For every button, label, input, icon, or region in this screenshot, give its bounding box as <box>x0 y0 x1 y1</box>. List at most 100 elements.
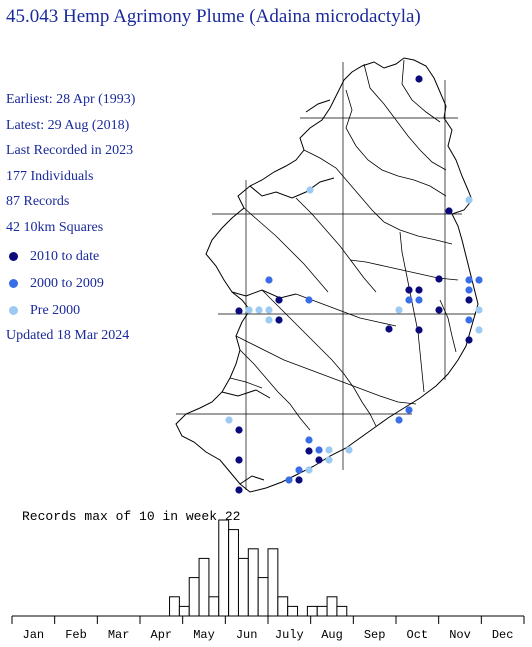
legend-label-pre2000: Pre 2000 <box>30 302 81 318</box>
month-label: Oct <box>407 628 429 642</box>
record-dot <box>415 296 423 304</box>
month-label: July <box>275 628 304 642</box>
histogram-bar <box>277 596 289 617</box>
record-dot <box>235 456 243 464</box>
legend-item-2000: 2000 to 2009 <box>6 270 135 297</box>
histogram-bar <box>208 596 220 617</box>
record-dot <box>415 75 423 83</box>
record-dot <box>295 476 303 484</box>
record-dot <box>305 447 313 455</box>
histogram-bars <box>169 519 348 617</box>
record-dot <box>265 316 273 324</box>
record-dot <box>405 406 413 414</box>
histogram-bar <box>188 577 200 617</box>
histogram-bar <box>237 557 249 617</box>
record-dot <box>405 296 413 304</box>
record-dot <box>306 186 314 194</box>
record-dot <box>235 486 243 494</box>
record-dot <box>445 207 453 215</box>
record-dot <box>305 296 313 304</box>
distribution-map <box>175 57 483 494</box>
histogram-title: Records max of 10 in week 22 <box>22 509 241 524</box>
histogram-bar <box>257 577 269 617</box>
month-label: Dec <box>492 628 514 642</box>
record-dot <box>435 306 443 314</box>
record-dot <box>475 326 483 334</box>
record-dot <box>345 446 353 454</box>
histogram-bar <box>316 605 328 617</box>
legend-label-2000: 2000 to 2009 <box>30 275 104 291</box>
histogram-bar <box>178 605 190 617</box>
legend-dot-2010 <box>9 252 18 261</box>
month-label: Feb <box>65 628 87 642</box>
month-label: Nov <box>449 628 471 642</box>
legend-dot-pre2000 <box>9 306 18 315</box>
record-dots <box>225 75 483 494</box>
record-dot <box>465 196 473 204</box>
month-ticks <box>11 616 525 624</box>
histogram-bar <box>198 557 210 617</box>
record-dot <box>315 456 323 464</box>
record-dot <box>385 325 393 333</box>
record-dot <box>275 296 283 304</box>
histogram-bar <box>267 548 279 617</box>
histogram-bar <box>247 548 259 617</box>
month-label: Mar <box>108 628 130 642</box>
record-dot <box>315 446 323 454</box>
month-label: Sep <box>364 628 386 642</box>
histogram-bar <box>306 605 318 617</box>
histogram-bar <box>169 596 180 617</box>
record-dot <box>465 296 473 304</box>
record-dot <box>435 275 443 283</box>
record-dot <box>275 316 283 324</box>
histogram-bar <box>336 605 348 617</box>
histogram-bar <box>287 605 299 617</box>
species-title: 45.043 Hemp Agrimony Plume (Adaina micro… <box>6 6 421 27</box>
record-dot <box>295 466 303 474</box>
record-dot <box>395 306 403 314</box>
legend-item-2010: 2010 to date <box>6 243 135 270</box>
legend-label-2010: 2010 to date <box>30 248 100 264</box>
record-dot <box>305 466 313 474</box>
updated-date: Updated 18 Mar 2024 <box>6 328 130 343</box>
stats-panel: Earliest: 28 Apr (1993) Latest: 29 Aug (… <box>6 90 135 352</box>
record-dot <box>465 286 473 294</box>
record-dot <box>415 286 423 294</box>
record-dot <box>415 326 423 334</box>
month-label: Aug <box>321 628 343 642</box>
legend-dot-2000 <box>9 279 18 288</box>
record-dot <box>285 476 293 484</box>
month-label: May <box>193 628 215 642</box>
record-dot <box>245 306 253 314</box>
squares-count: 42 10km Squares <box>6 219 104 235</box>
month-label: Apr <box>151 628 173 642</box>
histogram-bar <box>218 519 230 617</box>
record-dot <box>475 306 483 314</box>
record-dot <box>475 276 483 284</box>
record-dot <box>265 276 273 284</box>
latest-record: Latest: 29 Aug (2018) <box>6 117 130 133</box>
record-dot <box>235 307 243 315</box>
histogram-bar <box>228 529 239 617</box>
record-dot <box>465 276 473 284</box>
month-labels: Jan Feb Mar Apr May Jun July Aug Sep Oct Nov Dec <box>23 628 514 642</box>
record-dot <box>405 286 413 294</box>
last-recorded: Last Recorded in 2023 <box>6 143 134 158</box>
record-dot <box>305 436 313 444</box>
record-dot <box>235 426 243 434</box>
record-dot <box>325 446 333 454</box>
record-dot <box>265 306 273 314</box>
records-count: 87 Records <box>6 194 70 209</box>
record-dot <box>325 456 333 464</box>
record-dot <box>225 416 233 424</box>
record-dot <box>255 306 263 314</box>
legend-item-pre2000: Pre 2000 <box>6 297 135 324</box>
record-dot <box>395 416 403 424</box>
month-label: Jan <box>23 628 45 642</box>
record-dot <box>465 336 473 344</box>
grid-lines <box>176 62 476 490</box>
earliest-record: Earliest: 28 Apr (1993) <box>6 92 136 107</box>
record-dot <box>465 316 473 324</box>
individuals-count: 177 Individuals <box>6 168 94 184</box>
